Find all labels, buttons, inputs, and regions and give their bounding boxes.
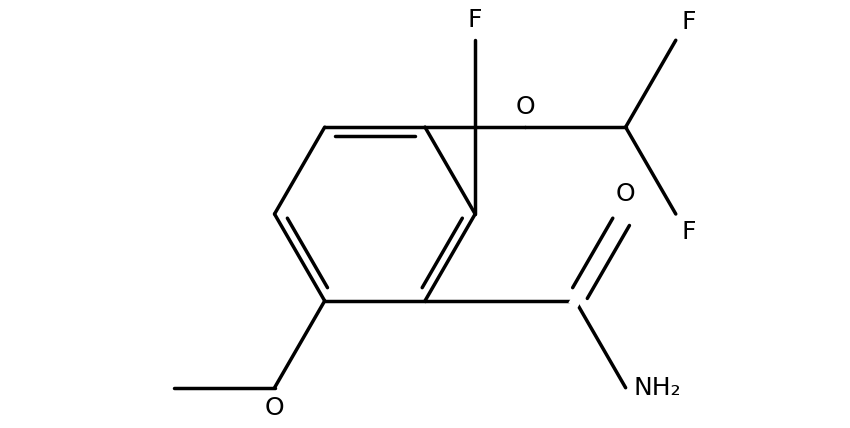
Text: O: O bbox=[615, 182, 636, 206]
Text: F: F bbox=[468, 8, 483, 32]
Text: F: F bbox=[682, 10, 696, 34]
Text: NH₂: NH₂ bbox=[633, 376, 682, 400]
Text: O: O bbox=[264, 396, 285, 420]
Text: F: F bbox=[682, 220, 696, 244]
Text: O: O bbox=[515, 95, 536, 119]
